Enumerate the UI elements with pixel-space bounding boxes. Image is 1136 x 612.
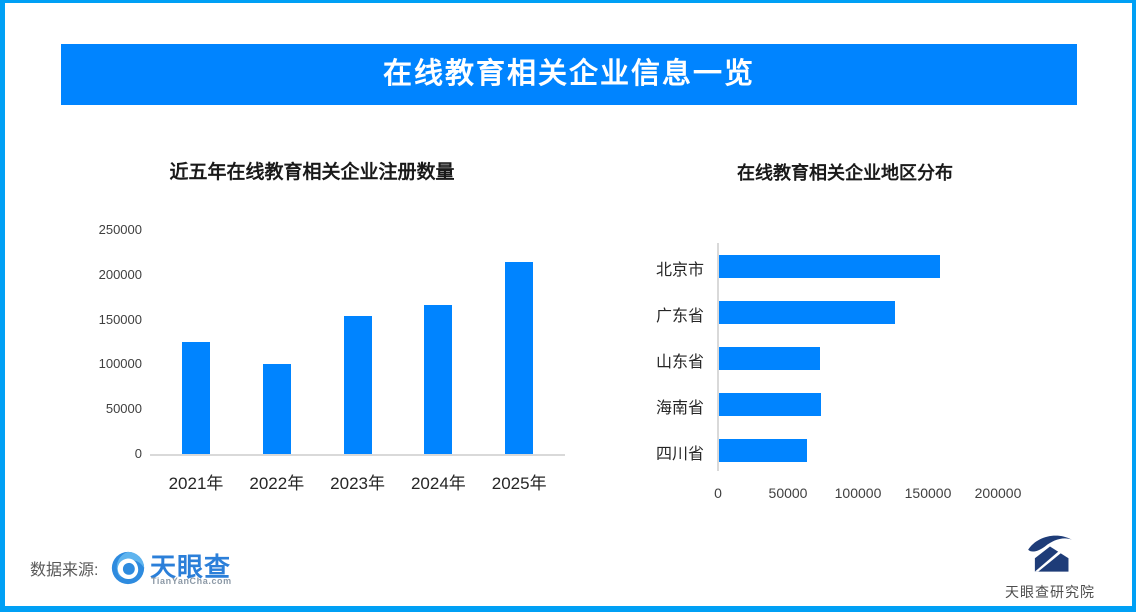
category-label: 海南省 [655, 400, 704, 417]
y-tick-label: 250000 [98, 222, 142, 237]
research-institute-logo: 天眼查研究院 [990, 533, 1110, 603]
bar [719, 254, 941, 278]
tianyancha-url-text: TianYanCha.com [151, 576, 232, 586]
bar [719, 346, 820, 370]
category-label: 山东省 [655, 354, 704, 371]
x-tick-label: 200000 [974, 485, 1022, 501]
y-tick-label: 100000 [98, 356, 142, 372]
x-tick-label: 50000 [768, 485, 808, 501]
bar [719, 392, 822, 416]
x-tick-label: 2023年 [330, 474, 385, 493]
tianyancha-eye-icon [111, 551, 145, 585]
page-title: 在线教育相关企业信息一览 [61, 44, 1077, 105]
tianyancha-logo: 天眼查 TianYanCha.com [111, 549, 241, 591]
category-label: 四川省 [655, 446, 704, 463]
bar [262, 363, 291, 454]
category-label: 广东省 [655, 308, 704, 325]
x-tick-label: 2021年 [168, 474, 224, 493]
bar [182, 342, 210, 454]
bar [424, 305, 453, 454]
y-tick-label: 200000 [98, 266, 142, 282]
right-chart-title: 在线教育相关企业地区分布 [737, 163, 953, 183]
y-tick-label: 150000 [98, 311, 142, 327]
research-institute-emblem-icon [1028, 535, 1072, 572]
x-tick-label: 100000 [834, 485, 882, 501]
x-axis-line [150, 454, 565, 456]
data-source-label: 数据来源: [30, 562, 99, 579]
y-tick-label: 0 [134, 446, 142, 461]
x-tick-label: 0 [714, 485, 722, 501]
bar [719, 300, 896, 324]
x-tick-label: 2025年 [491, 474, 547, 493]
y-tick-label: 50000 [105, 401, 142, 417]
left-chart-title: 近五年在线教育相关企业注册数量 [169, 162, 455, 183]
research-institute-name: 天眼查研究院 [1005, 584, 1095, 600]
x-tick-label: 2024年 [410, 474, 466, 493]
y-axis-line [717, 243, 719, 471]
bar [343, 316, 372, 454]
bar [719, 438, 808, 462]
bar [505, 262, 534, 454]
category-label: 北京市 [655, 262, 704, 279]
x-tick-label: 2022年 [249, 474, 305, 493]
x-tick-label: 150000 [904, 485, 952, 501]
tianyancha-logo-text: 天眼查 [150, 552, 232, 582]
